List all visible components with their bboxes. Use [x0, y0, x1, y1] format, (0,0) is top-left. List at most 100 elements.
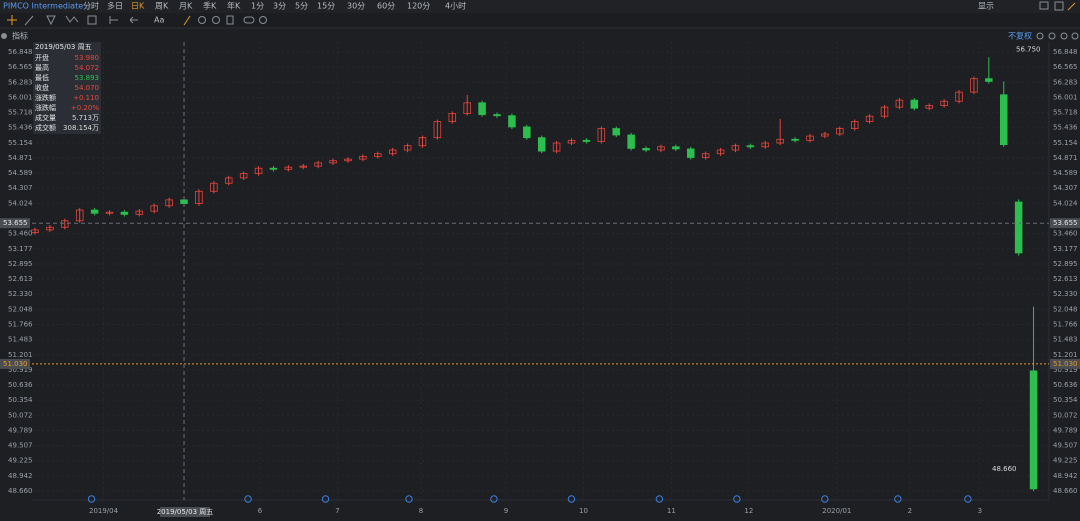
y-tick-label: 52.613: [1053, 275, 1078, 283]
candle-body: [925, 105, 933, 109]
event-marker[interactable]: [567, 495, 576, 503]
event-marker[interactable]: [733, 495, 741, 503]
info-box: [33, 42, 101, 134]
period-tab[interactable]: 多日: [107, 1, 123, 11]
candle-body: [836, 128, 844, 135]
y-tick-label: 52.330: [1053, 290, 1078, 298]
candle-body: [716, 149, 725, 155]
candle-body: [776, 138, 784, 144]
event-marker[interactable]: [964, 495, 972, 503]
y-tick-label: 49.507: [8, 442, 33, 450]
icon-shape[interactable]: [46, 15, 56, 26]
period-tab[interactable]: 120分: [407, 2, 430, 11]
icon-plus[interactable]: [1060, 32, 1068, 40]
last-price-tag: [1050, 358, 1080, 369]
event-marker[interactable]: [821, 495, 829, 503]
candle-body: [105, 211, 114, 214]
candle-body: [31, 229, 39, 233]
period-tab[interactable]: 30分: [347, 2, 365, 11]
candle-body: [418, 137, 427, 147]
icon-draw[interactable]: [183, 15, 191, 26]
y-tick-label: 49.789: [1053, 426, 1078, 434]
candle-body: [642, 147, 650, 151]
y-tick-label: 51.483: [8, 336, 33, 344]
period-tab[interactable]: 4小时: [445, 1, 466, 11]
icon-camera[interactable]: [1039, 1, 1049, 10]
candle-body: [746, 145, 755, 148]
period-tab[interactable]: 月K: [179, 2, 193, 11]
event-marker[interactable]: [894, 495, 902, 503]
icon-minus[interactable]: [1048, 32, 1056, 40]
candle-body: [329, 160, 337, 164]
y-tick-label: 55.154: [1053, 139, 1078, 147]
candle-body: [761, 142, 770, 148]
instrument-title[interactable]: PIMCO Intermediate ...: [3, 2, 93, 11]
period-tab[interactable]: 3分: [273, 2, 286, 11]
event-marker[interactable]: [244, 495, 252, 503]
candle-body: [999, 94, 1008, 146]
max-label: 56.750: [1016, 45, 1041, 53]
icon-reset[interactable]: [1036, 32, 1044, 40]
y-tick-label: 54.871: [8, 154, 33, 162]
icon-close[interactable]: [1071, 32, 1079, 40]
candle-body: [1029, 370, 1038, 490]
icon-measure[interactable]: [109, 16, 118, 24]
indicator-label[interactable]: 指标: [12, 31, 28, 41]
candle-body: [448, 113, 457, 122]
candle-body: [910, 99, 919, 109]
icon-lock[interactable]: [212, 16, 220, 24]
period-tab[interactable]: 日K: [131, 2, 145, 11]
candle-body: [61, 220, 69, 228]
x-tick-label: 6: [258, 507, 263, 515]
y-tick-label: 55.718: [1053, 109, 1078, 117]
period-tab[interactable]: 5分: [295, 2, 308, 11]
period-tab[interactable]: 15分: [317, 2, 335, 11]
icon-window[interactable]: [1054, 1, 1064, 11]
y-tick-label: 51.201: [1053, 351, 1078, 359]
icon-indicator[interactable]: [1, 33, 7, 39]
event-marker[interactable]: [405, 495, 413, 503]
display-menu[interactable]: 显示: [978, 2, 994, 11]
adjust-mode[interactable]: 不复权: [1008, 31, 1032, 41]
candle-body: [850, 121, 859, 129]
candle-body: [523, 126, 531, 139]
period-tab[interactable]: 季K: [203, 1, 217, 11]
icon-settings[interactable]: [259, 16, 267, 24]
y-tick-label: 55.154: [8, 139, 33, 147]
event-marker[interactable]: [321, 495, 330, 503]
icon-grid[interactable]: [87, 15, 97, 25]
icon-delete[interactable]: [226, 15, 234, 25]
icon-pen[interactable]: [1067, 2, 1076, 11]
candle-body: [46, 226, 54, 231]
period-tab[interactable]: 分时: [83, 1, 99, 11]
y-tick-label: 56.848: [1053, 48, 1078, 56]
icon-wave[interactable]: [65, 15, 79, 23]
candle-body: [537, 137, 546, 152]
event-marker[interactable]: [87, 495, 96, 503]
icon-line[interactable]: [24, 15, 34, 26]
y-tick-label: 49.225: [1053, 457, 1078, 465]
period-tab[interactable]: 周K: [155, 2, 169, 11]
y-tick-label: 56.001: [1053, 93, 1078, 101]
event-marker[interactable]: [655, 495, 664, 503]
period-tab[interactable]: 60分: [377, 2, 395, 11]
icon-back[interactable]: [129, 16, 138, 24]
font-button[interactable]: Aa: [154, 16, 164, 25]
info-label: 开盘: [35, 53, 49, 62]
candle-body: [299, 165, 308, 168]
event-marker[interactable]: [490, 495, 498, 503]
crosshair-x-tag: [160, 507, 211, 517]
period-tab[interactable]: 年K: [227, 1, 241, 11]
icon-crosshair[interactable]: [7, 15, 17, 25]
candle-body: [880, 106, 889, 117]
y-tick-label: 54.024: [8, 199, 33, 207]
info-label: 成交额: [35, 123, 56, 132]
y-tick-label: 56.283: [1053, 78, 1078, 86]
x-tick-label: 12: [744, 507, 753, 515]
y-tick-label: 52.048: [1053, 305, 1078, 313]
icon-toggle[interactable]: [243, 16, 255, 24]
period-tab[interactable]: 1分: [251, 2, 264, 11]
icon-magnet[interactable]: [198, 16, 206, 24]
y-tick-label: 54.589: [1053, 169, 1078, 177]
y-tick-label: 52.613: [8, 275, 33, 283]
